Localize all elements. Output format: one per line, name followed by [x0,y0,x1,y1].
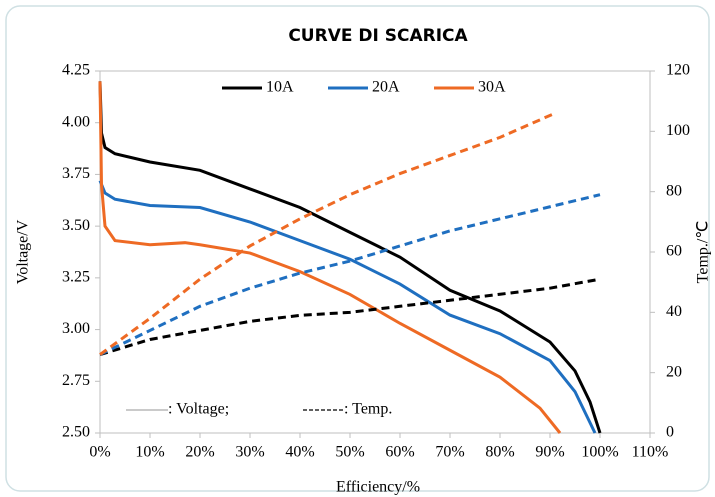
legend-label: 30A [478,79,506,96]
x-tick-label: 40% [285,444,314,461]
x-tick-label: 10% [135,444,164,461]
y2-axis-label: Temp./℃ [695,221,712,284]
legend-label: 20A [372,79,400,96]
y2-tick-label: 0 [666,424,674,441]
y-tick-label: 3.25 [62,269,90,286]
y-tick-label: 4.00 [62,113,90,130]
y-tick-label: 3.50 [62,217,90,234]
y2-tick-label: 100 [666,122,690,139]
annotation: : Temp. [344,401,392,418]
temp-line [99,277,601,357]
y2-tick-label: 20 [666,363,682,380]
y-tick-label: 4.25 [62,62,90,79]
x-tick-label: 60% [385,444,414,461]
voltage-line [98,81,562,434]
x-tick-label: 100% [581,444,618,461]
y2-tick-label: 80 [666,182,682,199]
frame [5,5,710,492]
y-tick-label: 2.50 [62,424,90,441]
x-tick-label: 110% [632,444,669,461]
x-tick-label: 50% [335,444,364,461]
x-tick-label: 80% [485,444,514,461]
y-tick-label: 3.75 [62,165,90,182]
x-tick-label: 20% [185,444,214,461]
temp-line [99,111,556,356]
x-tick-label: 30% [235,444,264,461]
y-tick-label: 2.75 [62,372,90,389]
voltage-line [98,81,602,434]
x-tick-label: 0% [89,444,110,461]
y-axis-label: Voltage/V [15,219,32,284]
y-tick-label: 3.00 [62,320,90,337]
x-axis-label: Efficiency/% [336,479,420,496]
legend-label: 10A [266,79,294,96]
x-tick-label: 70% [435,444,464,461]
annotation: : Voltage; [168,401,229,418]
voltage-line [98,180,597,434]
y2-tick-label: 120 [666,62,690,79]
chart-title: CURVE DI SCARICA [288,26,468,46]
y2-tick-label: 40 [666,303,682,320]
temp-line [99,193,601,356]
y2-tick-label: 60 [666,243,682,260]
x-tick-label: 90% [535,444,564,461]
